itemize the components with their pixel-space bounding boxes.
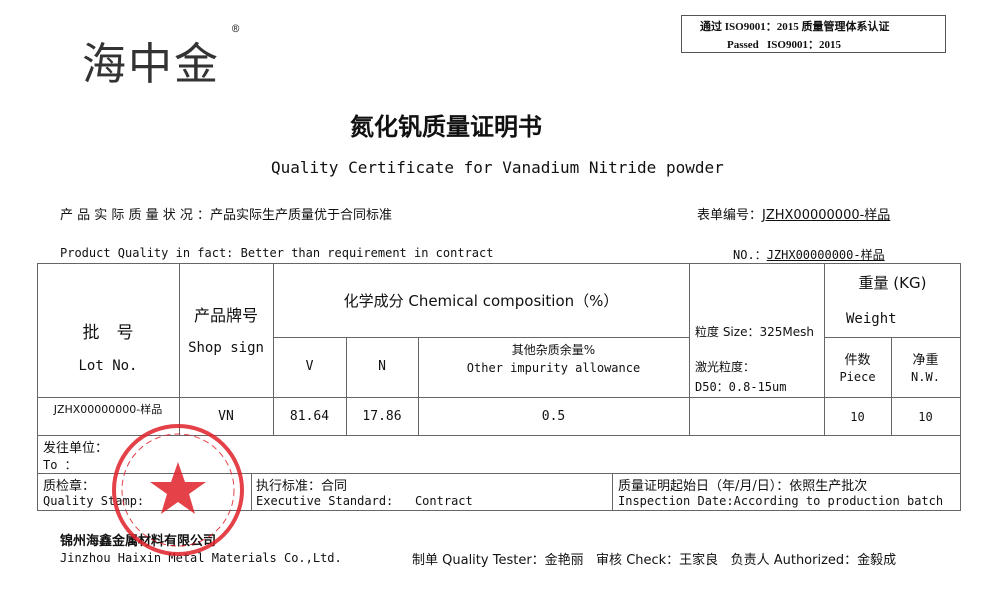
piece-header-en: Piece	[839, 370, 876, 384]
d50-label: D50：0.8-15um	[695, 380, 787, 394]
size-label: 粒度 Size：325Mesh	[695, 325, 814, 339]
nw-header-en: N.W.	[911, 370, 940, 384]
v-value: 81.64	[289, 409, 330, 424]
quality-cn: 产 品 实 际 质 量 状 况 ：产品实际生产质量优于合同标准	[60, 208, 393, 223]
weight-header-en: Weight	[846, 311, 897, 327]
chem-header: 化学成分 Chemical composition（%）	[343, 292, 619, 310]
lot-header-cn: 批 号	[82, 323, 134, 343]
laser-label: 激光粒度：	[695, 360, 756, 374]
seal-ring	[112, 424, 244, 556]
lot-value: JZHX00000000-样品	[53, 403, 163, 416]
iso-line2: Passed ISO9001：2015	[727, 39, 841, 51]
nw-header-cn: 净重	[912, 353, 939, 368]
other-value: 0.5	[541, 409, 566, 424]
n-value: 17.86	[362, 409, 402, 424]
quality-en: Product Quality in fact: Better than req…	[60, 246, 494, 260]
to-label-cn: 发往单位：	[43, 441, 109, 456]
n-header: N	[378, 359, 386, 374]
iso-line1: 通过 ISO9001：2015 质量管理体系认证	[700, 21, 890, 33]
shop-value: VN	[218, 409, 234, 424]
standard-en: Executive Standard: Contract	[256, 494, 473, 508]
iso-box	[681, 15, 946, 53]
date-cn: 质量证明起始日（年/月/日）：依照生产批次	[618, 479, 868, 494]
to-label-en: To ：	[43, 458, 77, 472]
title-en: Quality Certificate for Vanadium Nitride…	[271, 158, 724, 177]
title-cn: 氮化钒质量证明书	[350, 113, 542, 141]
other-header-en: Other impurity allowance	[466, 361, 641, 375]
seal-inner-ring	[121, 433, 235, 547]
company-en: Jinzhou Haixin Metal Materials Co.,Ltd.	[60, 551, 342, 565]
shop-header-cn: 产品牌号	[193, 306, 258, 325]
company-seal	[112, 424, 244, 556]
registered-mark: ®	[232, 22, 240, 36]
date-en: Inspection Date:According to production …	[618, 494, 944, 508]
logo: 海中金	[82, 39, 220, 90]
lot-header-en: Lot No.	[78, 358, 138, 374]
weight-header-cn: 重量 (KG)	[858, 274, 927, 292]
piece-value: 10	[850, 410, 865, 424]
other-header-cn: 其他杂质余量%	[511, 343, 596, 357]
stamp-label-cn: 质检章：	[43, 479, 96, 494]
stamp-label-en: Quality Stamp:	[43, 494, 145, 508]
star-icon	[150, 462, 206, 514]
form-no: 表单编号：JZHX00000000-样品	[697, 208, 891, 223]
piece-header-cn: 件数	[844, 353, 871, 368]
nw-value: 10	[918, 410, 933, 424]
signatures: 制单 Quality Tester：金艳丽 审核 Check：王家良 负责人 A…	[412, 553, 897, 568]
v-header: V	[305, 359, 314, 374]
standard-cn: 执行标准：合同	[256, 479, 348, 494]
shop-header-en: Shop sign	[188, 340, 264, 356]
no-en: NO.：JZHX00000000-样品	[733, 248, 885, 262]
